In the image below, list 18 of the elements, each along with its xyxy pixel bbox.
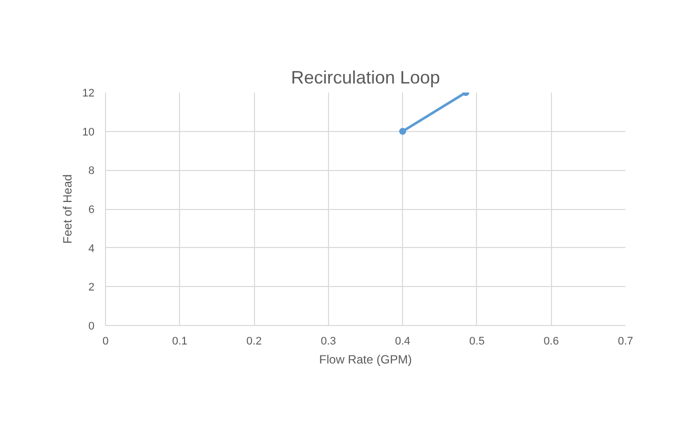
x-tick-label: 0.3 [320, 336, 336, 348]
x-tick-label: 0.4 [394, 336, 410, 348]
y-tick-label: 4 [88, 242, 95, 255]
y-tick-label: 8 [88, 165, 95, 178]
y-tick-label: 12 [82, 88, 95, 100]
x-tick-label: 0 [102, 336, 109, 348]
y-axis-title: Feet of Head [60, 174, 74, 244]
x-tick-label: 0.5 [469, 336, 485, 348]
x-axis-title: Flow Rate (GPM) [319, 352, 412, 366]
y-tick-label: 6 [88, 204, 95, 216]
y-tick-label: 0 [88, 320, 95, 332]
y-tick-label: 2 [88, 282, 95, 294]
x-tick-label: 0.2 [246, 336, 262, 348]
chart-title: Recirculation Loop [290, 68, 440, 88]
y-tick-label: 10 [82, 126, 95, 138]
x-tick-label: 0.1 [172, 336, 188, 348]
x-tick-label: 0.7 [618, 336, 634, 348]
x-tick-label: 0.6 [544, 336, 559, 348]
